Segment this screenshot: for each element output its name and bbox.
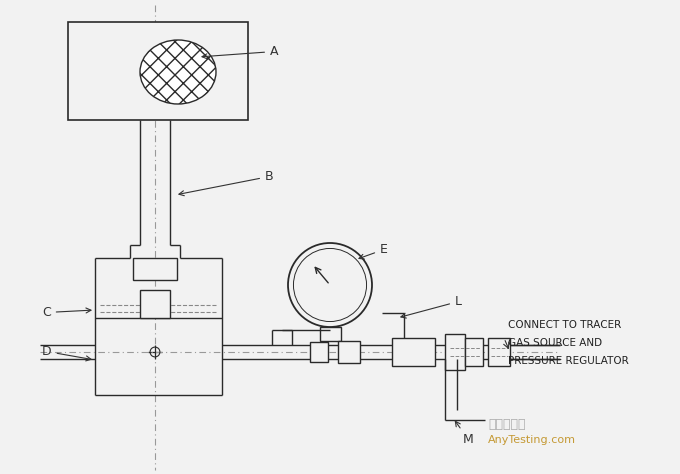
Text: E: E bbox=[359, 243, 388, 259]
Text: GAS SOURCE AND: GAS SOURCE AND bbox=[508, 338, 602, 348]
Bar bbox=[488, 338, 510, 366]
Text: 嘉峨检测网: 嘉峨检测网 bbox=[488, 418, 526, 431]
Text: C: C bbox=[42, 306, 91, 319]
Bar bbox=[68, 22, 248, 120]
Text: A: A bbox=[202, 45, 279, 59]
Text: B: B bbox=[179, 170, 273, 196]
Text: M: M bbox=[456, 421, 474, 446]
Ellipse shape bbox=[140, 40, 216, 104]
Text: PRESSURE REGULATOR: PRESSURE REGULATOR bbox=[508, 356, 629, 366]
Text: CONNECT TO TRACER: CONNECT TO TRACER bbox=[508, 320, 622, 330]
Bar bbox=[140, 290, 170, 318]
Circle shape bbox=[288, 243, 372, 327]
Bar bbox=[310, 342, 328, 362]
Text: D: D bbox=[42, 345, 91, 361]
Bar bbox=[465, 338, 483, 366]
Text: L: L bbox=[401, 295, 462, 318]
Bar bbox=[338, 341, 360, 363]
Text: AnyTesting.com: AnyTesting.com bbox=[488, 435, 576, 445]
Bar bbox=[445, 334, 465, 370]
Bar bbox=[392, 338, 435, 366]
Bar bbox=[320, 327, 341, 341]
Circle shape bbox=[294, 248, 367, 321]
Bar bbox=[133, 258, 177, 280]
